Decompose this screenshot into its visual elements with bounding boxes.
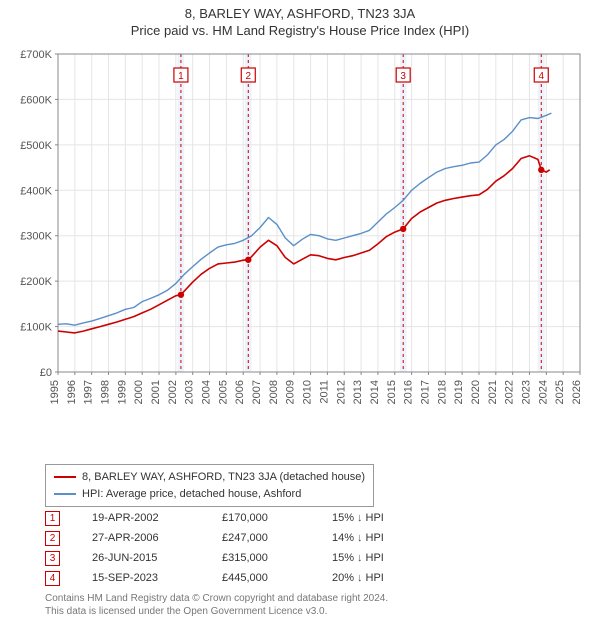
svg-text:£200K: £200K: [20, 276, 52, 288]
legend-swatch: [54, 476, 76, 478]
title-block: 8, BARLEY WAY, ASHFORD, TN23 3JA Price p…: [0, 0, 600, 38]
svg-text:2003: 2003: [184, 380, 196, 404]
sale-date: 15-SEP-2023: [92, 572, 222, 584]
svg-text:1998: 1998: [100, 380, 112, 404]
svg-text:2005: 2005: [217, 380, 229, 404]
sales-table: 1 19-APR-2002 £170,000 15% ↓ HPI 2 27-AP…: [45, 508, 442, 588]
svg-text:2012: 2012: [335, 380, 347, 404]
sale-price: £170,000: [222, 512, 332, 524]
svg-text:2011: 2011: [318, 380, 330, 404]
footer: Contains HM Land Registry data © Crown c…: [45, 593, 388, 618]
footer-line2: This data is licensed under the Open Gov…: [45, 606, 388, 619]
svg-text:£400K: £400K: [20, 185, 52, 197]
sale-delta-suffix: HPI: [366, 532, 384, 544]
sale-delta: 14% ↓ HPI: [332, 532, 442, 544]
svg-text:2: 2: [245, 71, 251, 82]
svg-text:2000: 2000: [133, 380, 145, 404]
legend-swatch: [54, 493, 76, 495]
legend: 8, BARLEY WAY, ASHFORD, TN23 3JA (detach…: [45, 464, 374, 507]
sale-price: £315,000: [222, 552, 332, 564]
sale-marker-icon: 3: [45, 551, 60, 566]
svg-text:4: 4: [538, 71, 544, 82]
svg-text:1999: 1999: [116, 380, 128, 404]
svg-text:2010: 2010: [302, 380, 314, 404]
svg-text:2002: 2002: [167, 380, 179, 404]
svg-text:2017: 2017: [419, 380, 431, 404]
table-row: 2 27-APR-2006 £247,000 14% ↓ HPI: [45, 528, 442, 548]
svg-text:2018: 2018: [436, 380, 448, 404]
svg-text:1: 1: [178, 71, 184, 82]
sale-delta-pct: 15%: [332, 552, 354, 564]
down-arrow-icon: ↓: [357, 512, 363, 524]
table-row: 1 19-APR-2002 £170,000 15% ↓ HPI: [45, 508, 442, 528]
svg-text:2013: 2013: [352, 380, 364, 404]
svg-text:1996: 1996: [66, 380, 78, 404]
sale-date: 26-JUN-2015: [92, 552, 222, 564]
svg-text:£500K: £500K: [20, 140, 52, 152]
title-address: 8, BARLEY WAY, ASHFORD, TN23 3JA: [0, 6, 600, 21]
sale-delta-pct: 15%: [332, 512, 354, 524]
svg-text:2004: 2004: [201, 380, 213, 404]
down-arrow-icon: ↓: [357, 552, 363, 564]
svg-text:2022: 2022: [504, 380, 516, 404]
svg-text:£100K: £100K: [20, 322, 52, 334]
down-arrow-icon: ↓: [357, 532, 363, 544]
svg-text:£700K: £700K: [20, 49, 52, 61]
table-row: 3 26-JUN-2015 £315,000 15% ↓ HPI: [45, 548, 442, 568]
chart-area: £0 £100K £200K £300K £400K £500K £600K £700K 199…: [10, 48, 590, 420]
down-arrow-icon: ↓: [357, 572, 363, 584]
title-subtitle: Price paid vs. HM Land Registry's House …: [0, 23, 600, 38]
sale-delta: 20% ↓ HPI: [332, 572, 442, 584]
svg-text:2024: 2024: [537, 380, 549, 404]
sale-price: £247,000: [222, 532, 332, 544]
svg-text:2019: 2019: [453, 380, 465, 404]
sale-delta-pct: 14%: [332, 532, 354, 544]
svg-text:2026: 2026: [571, 380, 583, 404]
svg-text:2021: 2021: [487, 380, 499, 404]
svg-text:3: 3: [400, 71, 406, 82]
sale-date: 27-APR-2006: [92, 532, 222, 544]
svg-text:2014: 2014: [369, 380, 381, 404]
svg-text:2008: 2008: [268, 380, 280, 404]
svg-text:2009: 2009: [285, 380, 297, 404]
svg-text:2023: 2023: [520, 380, 532, 404]
sale-delta-pct: 20%: [332, 572, 354, 584]
svg-text:£0: £0: [40, 367, 52, 379]
sale-date: 19-APR-2002: [92, 512, 222, 524]
sale-delta-suffix: HPI: [366, 512, 384, 524]
svg-text:2007: 2007: [251, 380, 263, 404]
sale-marker-icon: 1: [45, 511, 60, 526]
footer-line1: Contains HM Land Registry data © Crown c…: [45, 593, 388, 606]
sale-price: £445,000: [222, 572, 332, 584]
sale-marker-icon: 2: [45, 531, 60, 546]
sale-marker-icon: 4: [45, 571, 60, 586]
svg-text:£600K: £600K: [20, 94, 52, 106]
svg-text:2001: 2001: [150, 380, 162, 404]
chart-svg: £0 £100K £200K £300K £400K £500K £600K £700K 199…: [10, 48, 590, 420]
svg-text:2006: 2006: [234, 380, 246, 404]
legend-row: 8, BARLEY WAY, ASHFORD, TN23 3JA (detach…: [54, 469, 365, 486]
svg-text:2016: 2016: [403, 380, 415, 404]
legend-label: 8, BARLEY WAY, ASHFORD, TN23 3JA (detach…: [82, 469, 365, 486]
chart-container: 8, BARLEY WAY, ASHFORD, TN23 3JA Price p…: [0, 0, 600, 620]
svg-text:1995: 1995: [49, 380, 61, 404]
sale-delta-suffix: HPI: [366, 572, 384, 584]
svg-text:2020: 2020: [470, 380, 482, 404]
legend-label: HPI: Average price, detached house, Ashf…: [82, 486, 301, 503]
svg-text:2015: 2015: [386, 380, 398, 404]
sale-delta-suffix: HPI: [366, 552, 384, 564]
svg-text:1997: 1997: [83, 380, 95, 404]
sale-delta: 15% ↓ HPI: [332, 512, 442, 524]
svg-text:2025: 2025: [554, 380, 566, 404]
legend-row: HPI: Average price, detached house, Ashf…: [54, 486, 365, 503]
svg-text:£300K: £300K: [20, 231, 52, 243]
sale-delta: 15% ↓ HPI: [332, 552, 442, 564]
table-row: 4 15-SEP-2023 £445,000 20% ↓ HPI: [45, 568, 442, 588]
